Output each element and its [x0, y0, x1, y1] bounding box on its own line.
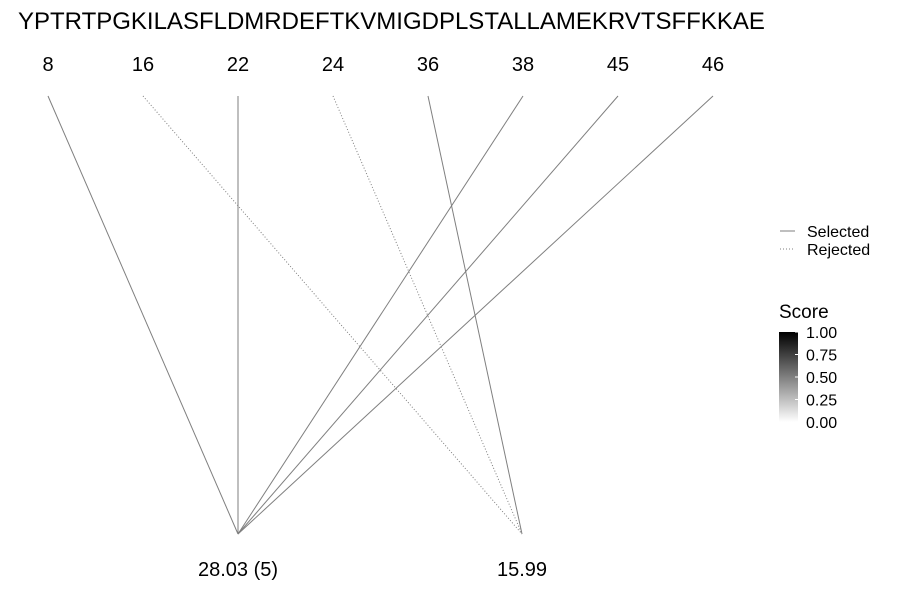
linetype-legend: Selected Rejected — [780, 224, 870, 259]
score-tick-label-0: 1.00 — [806, 325, 837, 342]
score-tick-label-2: 0.50 — [806, 370, 837, 387]
legend-label-selected: Selected — [807, 224, 869, 241]
link-16-n2-rejected — [142, 95, 523, 535]
link-45-n1-selected — [237, 95, 619, 535]
link-38-n1-selected — [237, 95, 524, 535]
score-tick-label-1: 0.75 — [806, 348, 837, 365]
bottom-node-label-n2: 15.99 — [497, 559, 547, 581]
link-46-n1-selected — [237, 95, 714, 535]
position-labels: 8 16 22 24 36 38 45 46 — [42, 54, 724, 76]
position-label-24: 24 — [322, 54, 344, 76]
score-tick-label-4: 0.00 — [806, 415, 837, 432]
position-label-38: 38 — [512, 54, 534, 76]
score-legend-title: Score — [779, 302, 829, 323]
bottom-node-labels: 28.03 (5) 15.99 — [198, 559, 547, 581]
legend-label-rejected: Rejected — [807, 242, 870, 259]
position-label-16: 16 — [132, 54, 154, 76]
sequence-title: YPTRTPGKILASFLDMRDEFTKVMIGDPLSTALLAMEKRV… — [18, 8, 765, 35]
position-label-36: 36 — [417, 54, 439, 76]
score-legend: Score 1.00 0.75 0.50 0.25 0.00 — [779, 302, 837, 432]
position-label-8: 8 — [42, 54, 53, 76]
score-colorbar — [779, 332, 798, 422]
score-ticks: 1.00 0.75 0.50 0.25 0.00 — [795, 325, 837, 432]
position-label-46: 46 — [702, 54, 724, 76]
bottom-node-label-n1: 28.03 (5) — [198, 559, 278, 581]
position-label-22: 22 — [227, 54, 249, 76]
score-tick-label-3: 0.25 — [806, 393, 837, 410]
link-8-n1-selected — [47, 95, 239, 535]
position-label-45: 45 — [607, 54, 629, 76]
link-lines — [47, 95, 714, 535]
